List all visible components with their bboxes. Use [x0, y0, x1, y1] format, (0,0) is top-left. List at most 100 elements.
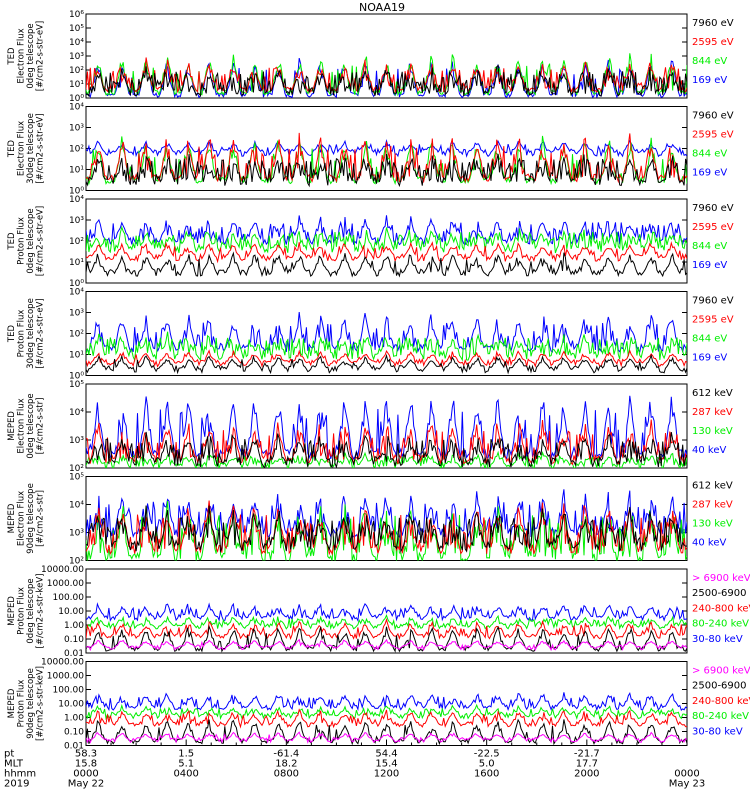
x-tick-label: 15.4: [375, 759, 397, 770]
y-axis-label: MEPED: [7, 596, 17, 626]
panel-meped-e-90: 10² 10³ 10⁴ 10⁵ MEPED Electron Flux 90deg tele…: [7, 473, 733, 567]
y-axis-label: Electron Flux: [17, 121, 27, 176]
y-axis-label: 30deg telescope: [26, 113, 36, 184]
y-axis-label: 0deg telescope: [26, 578, 36, 643]
y-tick-label: 10⁴: [69, 501, 84, 511]
series-line: [86, 57, 687, 94]
y-tick-label: 10³: [69, 216, 84, 226]
panel-ted-e-30: 10⁰ 10¹ 10² 10³ 10⁴ TED Electron Flux 30deg tel…: [7, 103, 734, 197]
legend-entry: 7960 eV: [692, 203, 734, 214]
legend-entry: 844 eV: [692, 56, 727, 67]
legend-entry: 844 eV: [692, 241, 727, 252]
y-tick-label: 10⁰: [69, 372, 84, 382]
y-tick-label: 10¹: [69, 166, 84, 176]
x-tick-label: 5.1: [178, 759, 194, 770]
legend-entry: 169 eV: [692, 353, 727, 364]
legend-entry: 40 keV: [692, 445, 726, 456]
series-line: [86, 251, 687, 278]
y-tick-label: 10¹: [69, 351, 84, 361]
plot-area: [86, 53, 687, 98]
y-tick-label: 100.00: [53, 686, 85, 696]
series-line: [86, 153, 687, 188]
y-tick-label: 10⁴: [69, 408, 84, 418]
y-axis-label: [#/cm2-s-str-eV]: [36, 113, 46, 183]
legend-entry: 2595 eV: [692, 222, 734, 233]
x-tick-label: 17.7: [576, 759, 598, 770]
x-tick-label: 0000: [674, 769, 699, 780]
legend-entry: 7960 eV: [692, 111, 734, 122]
plot-area: [86, 395, 687, 468]
legend-entry: 240-800 keV: [692, 696, 750, 707]
y-tick-label: 1.00: [64, 621, 84, 631]
y-tick-label: 10⁵: [69, 24, 84, 34]
legend-entry: 612 keV: [692, 481, 733, 492]
legend-entry: 844 eV: [692, 149, 727, 160]
x-tick-label: 5.0: [479, 759, 495, 770]
series-line: [86, 692, 687, 712]
series-line: [86, 135, 687, 186]
series-line: [86, 731, 687, 744]
y-tick-label: 10⁴: [69, 103, 84, 113]
y-axis-label: 0deg telescope: [26, 23, 36, 88]
legend-entry: 80-240 keV: [692, 619, 749, 630]
y-tick-label: 10²: [69, 237, 84, 247]
y-tick-label: 10⁰: [69, 187, 84, 197]
y-axis-label: [#/cm2-s-str-keV]: [36, 666, 46, 741]
y-tick-label: 10.00: [58, 607, 84, 617]
legend-entry: 80-240 keV: [692, 711, 749, 722]
y-tick-label: 10³: [69, 529, 84, 539]
x-tick-label: 0000: [73, 769, 98, 780]
y-axis-label: 0deg telescope: [26, 208, 36, 273]
y-tick-label: 10⁴: [69, 38, 84, 48]
y-tick-label: 10³: [69, 309, 84, 319]
y-tick-label: 10⁵: [69, 380, 84, 390]
series-line: [86, 241, 687, 264]
x-tick-label: 1.5: [178, 749, 194, 760]
legend-entry: 2595 eV: [692, 37, 734, 48]
y-tick-label: 10²: [69, 66, 84, 76]
y-axis-label: Proton Flux: [17, 310, 27, 358]
y-tick-label: 10²: [69, 330, 84, 340]
plot-area: [86, 602, 687, 653]
x-tick-label: May 23: [669, 779, 706, 790]
y-tick-label: 10²: [69, 145, 84, 155]
x-row-label: MLT: [4, 759, 24, 770]
x-tick-label: 18.2: [275, 759, 297, 770]
series-line: [86, 489, 687, 539]
plot-area: [86, 489, 687, 561]
series-line: [86, 638, 687, 652]
y-tick-label: 10³: [69, 52, 84, 62]
panel-ted-p-0: 10⁰ 10¹ 10² 10³ 10⁴ TED Proton Flux 0deg telesc…: [7, 195, 734, 289]
legend-entry: 2500-6900: [692, 588, 747, 599]
series-line: [86, 505, 687, 554]
x-tick-label: -61.4: [273, 749, 299, 760]
y-axis-label: [#/cm2-s-str-eV]: [36, 21, 46, 91]
legend-entry: 130 keV: [692, 426, 733, 437]
legend-entry: > 6900 keV: [692, 573, 750, 584]
y-axis-label: MEPED: [7, 688, 17, 718]
series-line: [86, 617, 687, 641]
legend-entry: 612 keV: [692, 388, 733, 399]
y-axis-label: Electron Flux: [17, 398, 27, 453]
x-tick-label: -21.7: [574, 749, 600, 760]
legend-entry: > 6900 keV: [692, 666, 750, 677]
plot-area: [86, 312, 687, 375]
series-line: [86, 614, 687, 631]
legend-entry: 7960 eV: [692, 296, 734, 307]
series-line: [86, 139, 687, 158]
y-axis-label: [#/cm2-s-str]: [36, 490, 46, 547]
legend-entry: 2500-6900: [692, 681, 747, 692]
y-axis-label: 0deg telescope: [26, 393, 36, 458]
panel-frame: [85, 661, 688, 746]
x-tick-label: 58.3: [75, 749, 97, 760]
y-axis-label: 90deg telescope: [26, 668, 36, 739]
y-tick-label: 10⁵: [69, 473, 84, 483]
series-line: [86, 215, 687, 246]
y-axis-label: Proton Flux: [17, 680, 27, 728]
x-row-label: 2019: [4, 779, 29, 790]
y-tick-label: 0.01: [64, 742, 84, 752]
y-axis-label: TED: [7, 232, 17, 251]
y-axis-label: Proton Flux: [17, 587, 27, 635]
